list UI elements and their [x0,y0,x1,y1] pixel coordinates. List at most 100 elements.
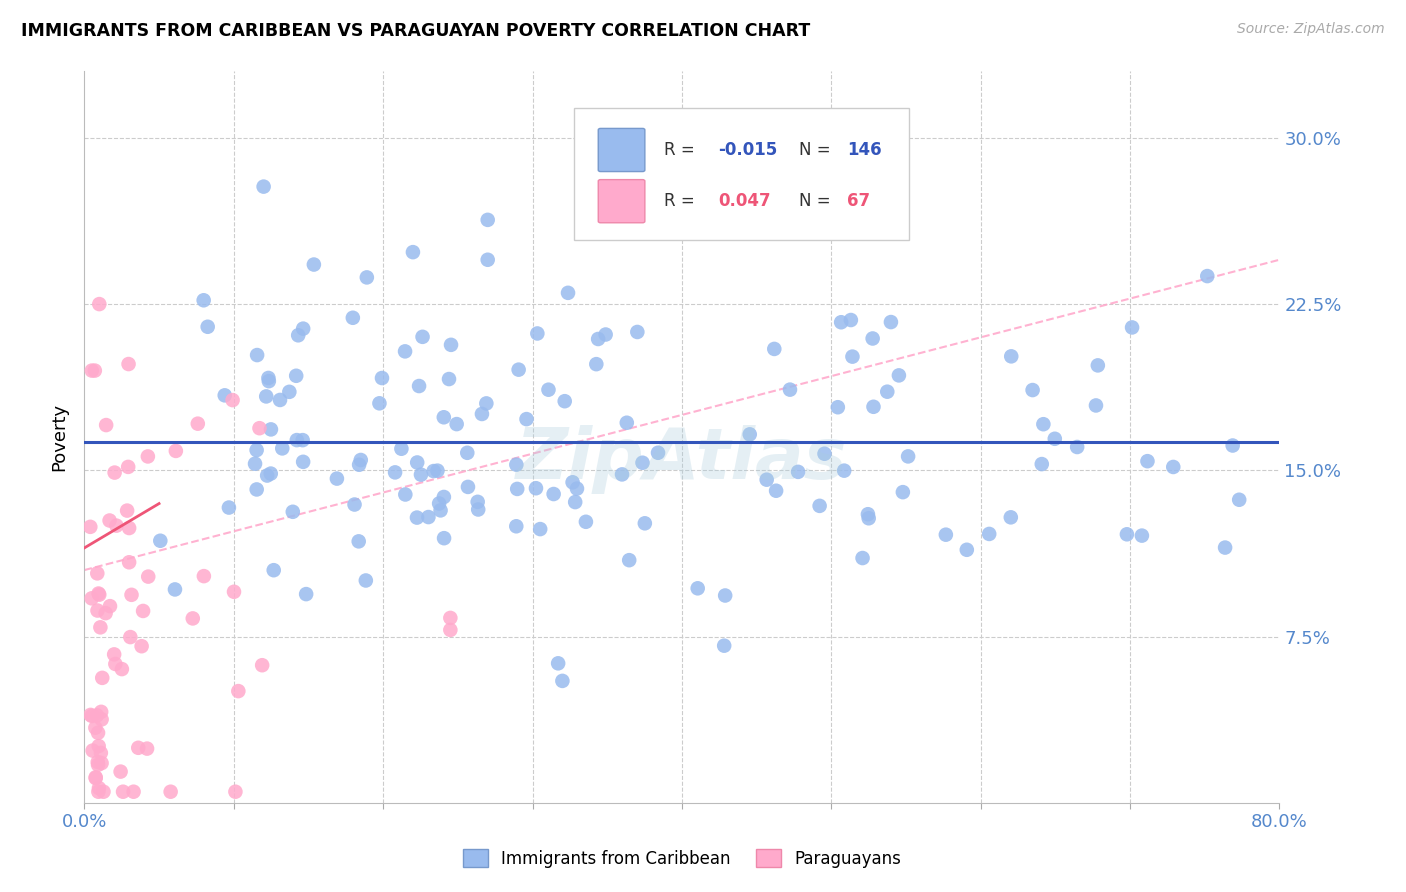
Point [433,490,456,504]
Point [89,620,111,634]
Point [291,433,314,447]
Point [246,483,269,497]
Text: N =: N = [799,192,837,210]
Point [616,416,638,430]
Point [122,785,145,799]
Point [80,591,103,606]
Point [543,487,565,501]
Point [830,315,852,329]
Point [610,467,633,482]
Point [1032,417,1054,432]
Text: Source: ZipAtlas.com: Source: ZipAtlas.com [1237,22,1385,37]
Point [90,705,112,719]
Point [1066,440,1088,454]
Point [547,657,569,671]
Point [471,407,494,421]
Point [253,179,276,194]
Point [686,582,709,596]
Point [529,522,551,536]
Point [433,531,456,545]
Point [221,393,243,408]
Point [738,427,761,442]
Point [763,342,786,356]
Point [159,785,181,799]
Point [554,394,576,409]
Point [775,202,797,216]
Point [347,534,370,549]
Point [104,657,127,671]
Point [136,450,159,464]
Point [1161,459,1184,474]
Point [402,245,425,260]
Text: ZipAtlas: ZipAtlas [516,425,848,493]
Point [254,389,277,403]
Point [84,771,107,785]
Point [426,464,449,478]
Point [384,466,406,480]
Point [292,321,315,335]
Point [127,740,149,755]
Point [354,574,377,588]
Point [586,332,609,346]
Point [1222,438,1244,452]
Point [408,379,430,393]
Point [181,611,204,625]
Point [880,315,903,329]
Point [87,755,110,769]
Point [409,467,432,482]
Y-axis label: Poverty: Poverty [51,403,69,471]
Point [103,648,125,662]
Point [87,586,110,600]
Point [787,465,810,479]
Point [218,500,240,515]
Text: IMMIGRANTS FROM CARIBBEAN VS PARAGUAYAN POVERTY CORRELATION CHART: IMMIGRANTS FROM CARIBBEAN VS PARAGUAYAN … [21,22,810,40]
Point [243,457,266,471]
Point [83,363,105,377]
Point [862,331,884,345]
Point [515,412,537,426]
Point [343,498,366,512]
Point [1197,269,1219,284]
Point [557,285,579,300]
Point [1000,349,1022,363]
Point [82,743,104,757]
Point [979,527,1001,541]
Point [214,388,236,402]
Point [98,599,121,614]
Point [467,502,489,516]
Point [887,368,910,383]
Point [350,453,373,467]
Point [193,293,215,308]
Point [1227,492,1250,507]
Point [197,319,219,334]
Point [281,505,304,519]
Point [80,709,103,723]
Point [505,458,527,472]
Point [394,487,416,501]
Point [862,400,884,414]
Point [561,475,583,490]
Text: N =: N = [799,141,837,159]
Point [246,443,269,458]
Point [193,569,215,583]
Point [228,684,250,698]
Point [136,741,159,756]
Point [356,270,378,285]
Point [626,325,648,339]
Text: -0.015: -0.015 [718,141,778,159]
Point [250,658,273,673]
Point [1116,527,1139,541]
Point [222,584,245,599]
Point [841,350,863,364]
Point [564,495,586,509]
Point [260,422,283,436]
Point [302,258,325,272]
Point [596,224,619,238]
Point [121,588,143,602]
Point [89,297,111,311]
Point [475,396,498,410]
Point [347,458,370,472]
Point [1000,510,1022,524]
Text: 67: 67 [846,192,870,210]
Point [427,496,450,510]
